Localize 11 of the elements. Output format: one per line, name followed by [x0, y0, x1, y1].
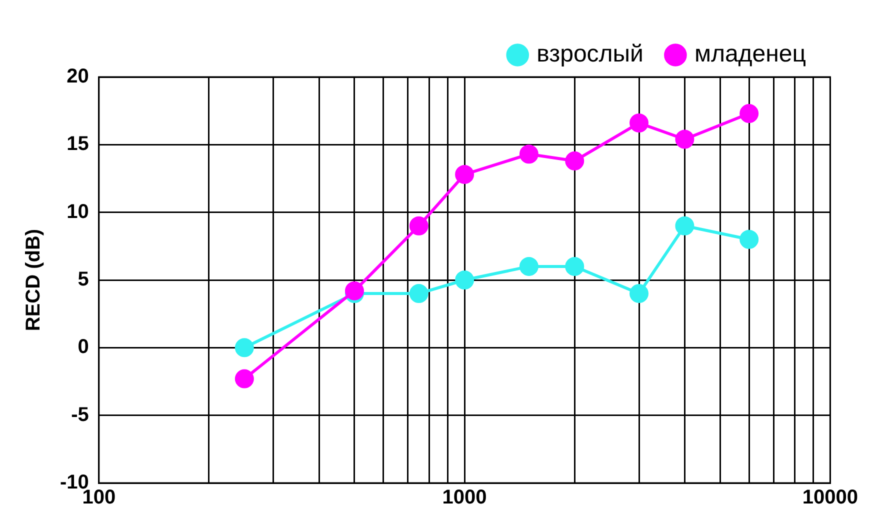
legend-label: взрослый	[536, 40, 644, 68]
y-tick-label: 20	[66, 66, 89, 88]
x-tick-label: 10000	[802, 486, 858, 509]
y-axis-title: RECD (dB)	[22, 228, 45, 332]
y-tick-label: 5	[78, 268, 89, 291]
y-tick-label: 0	[78, 336, 89, 358]
legend-label: младенец	[694, 40, 806, 68]
y-tick-label: 10	[66, 200, 89, 223]
y-tick-label: 15	[66, 133, 89, 156]
y-tick-label: -5	[71, 404, 89, 426]
x-tick-label: 1000	[442, 486, 487, 509]
